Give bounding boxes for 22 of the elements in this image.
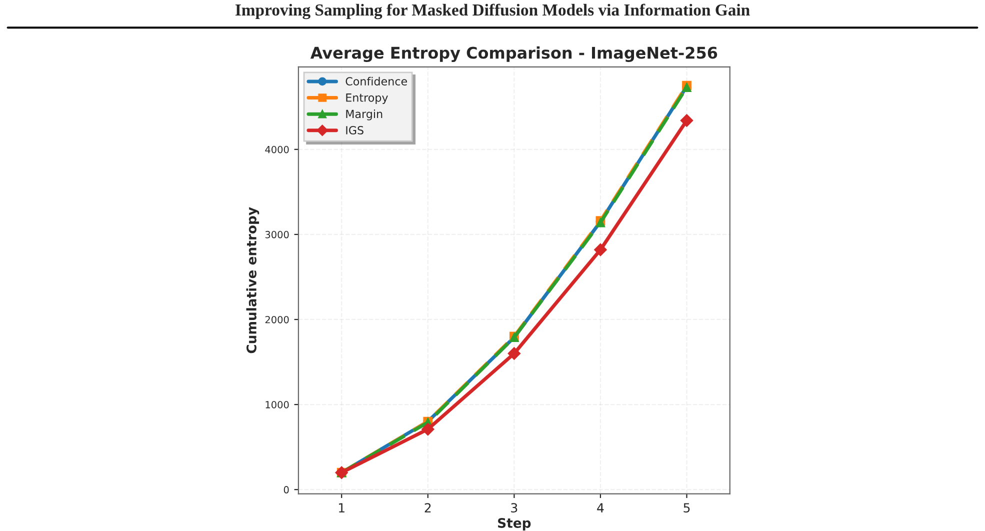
x-tick-label: 5: [684, 503, 690, 513]
y-tick-label: 1000: [266, 401, 289, 408]
y-tick-label: 0: [284, 486, 289, 494]
legend-label: Entropy: [346, 94, 388, 104]
x-tick-label: 1: [338, 503, 344, 512]
point: [508, 347, 521, 360]
chart-title: Average Entropy Comparison - ImageNet-256: [310, 46, 718, 62]
x-tick-label: 2: [424, 503, 431, 512]
y-tick-label: 2000: [265, 316, 289, 324]
x-tick-label: 3: [511, 503, 518, 513]
x-axis-title: Step: [498, 518, 531, 531]
y-axis-title: Cumulative entropy: [246, 207, 260, 354]
text: Improving Sampling for Masked Diffusion Models via Information Gain: [235, 4, 750, 20]
point: [421, 422, 434, 436]
legend-label: Margin: [346, 110, 382, 120]
legend-label: IGS: [346, 126, 364, 134]
point: [594, 243, 607, 256]
point: [680, 114, 694, 127]
legend-label: Confidence: [346, 76, 408, 86]
x-tick-label: 4: [597, 503, 604, 512]
y-tick-label: 3000: [265, 230, 289, 238]
y-tick-label: 4000: [265, 146, 289, 154]
